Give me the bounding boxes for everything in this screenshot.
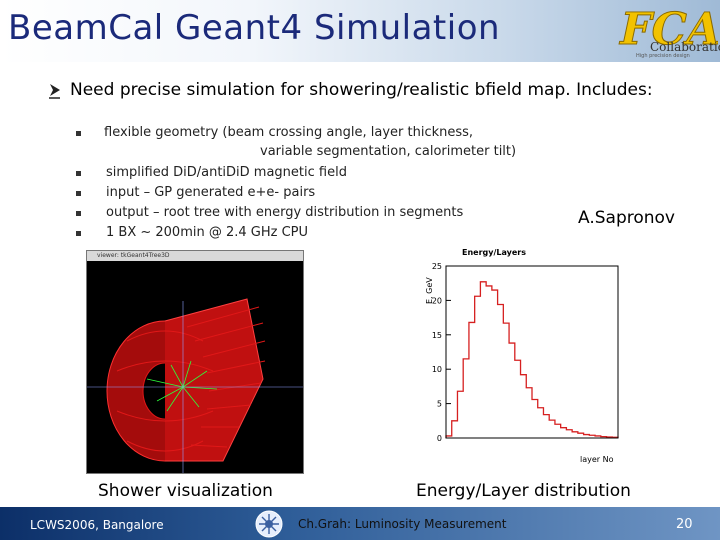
author-name: A.Sapronov (578, 208, 675, 228)
histogram-outline (445, 281, 619, 438)
bullet-marker (76, 211, 81, 216)
y-tick-label: 10 (432, 365, 442, 374)
slide-title: BeamCal Geant4 Simulation (8, 8, 501, 48)
sub-point-field: simplified DiD/antiDiD magnetic field (106, 165, 347, 180)
arrow-bullet-icon (49, 84, 60, 99)
y-tick-label: 25 (432, 262, 442, 271)
energy-layer-chart: Energy/Layers E, GeV layer No 0 5 10 15 20 25 (412, 246, 628, 468)
y-axis-label: E, GeV (425, 277, 434, 304)
svg-text:FCAL: FCAL (618, 3, 718, 54)
conference-emblem-icon (255, 510, 283, 538)
caption-energy: Energy/Layer distribution (416, 481, 631, 501)
logo-text: Collaboration (650, 40, 720, 54)
collaboration-logo: FCAL (618, 3, 718, 55)
y-tick-label: 5 (437, 400, 442, 409)
bullet-marker (76, 231, 81, 236)
logo-subtext: High precision design (636, 53, 690, 59)
bullet-marker (76, 171, 81, 176)
sub-point-geometry-cont: variable segmentation, calorimeter tilt) (260, 144, 517, 159)
y-tick-label: 0 (437, 434, 442, 443)
sub-point-output: output – root tree with energy distribut… (106, 205, 464, 220)
plot-frame (445, 265, 619, 439)
main-bullet-text: Need precise simulation for showering/re… (70, 80, 653, 100)
footer-bar (0, 507, 720, 540)
chart-title: Energy/Layers (462, 248, 526, 257)
caption-shower: Shower visualization (98, 481, 273, 501)
calorimeter-render (87, 298, 303, 473)
x-axis-label: layer No (580, 455, 614, 464)
footer-talk: Ch.Grah: Luminosity Measurement (298, 517, 507, 531)
page-number: 20 (676, 517, 693, 532)
chart-background (412, 246, 628, 468)
sub-point-input: input – GP generated e+e- pairs (106, 185, 316, 200)
sub-point-timing: 1 BX ~ 200min @ 2.4 GHz CPU (106, 225, 309, 240)
shower-visualization-image: viewer: tkGeant4Tree3D (86, 250, 304, 474)
bullet-marker (76, 131, 81, 136)
title-bar (0, 0, 720, 62)
sub-point-geometry: flexible geometry (beam crossing angle, … (104, 125, 474, 140)
viewer-title: viewer: tkGeant4Tree3D (97, 252, 170, 259)
viewer-titlebar: viewer: tkGeant4Tree3D (87, 251, 303, 261)
footer-event: LCWS2006, Bangalore (30, 518, 164, 532)
y-tick-label: 20 (432, 296, 442, 305)
bullet-marker (76, 191, 81, 196)
y-tick-label: 15 (432, 331, 442, 340)
